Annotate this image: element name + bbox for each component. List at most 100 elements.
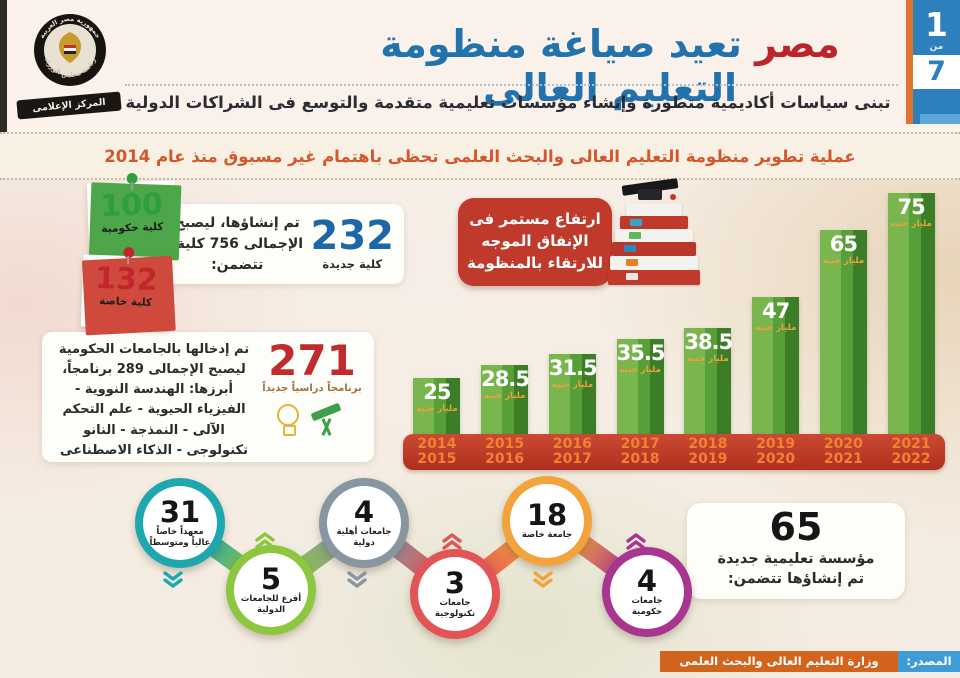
chevron-down-icon [346, 571, 368, 592]
page-total: 7 [913, 55, 960, 89]
source-label: المصدر: [898, 651, 960, 672]
bar-unit-label: مليار جنيه [416, 404, 458, 415]
title-rest: تعيد صياغة منظومة التعليم العالى [380, 22, 743, 110]
circle-public-universities: 4 جامعات حكومية [602, 547, 692, 637]
lightbulb-icon [275, 404, 299, 438]
page-of-word: من [929, 42, 944, 52]
bar-2016-2017: 31.5 مليار جنيه [548, 354, 598, 434]
bar-value: 28.5 [481, 367, 530, 391]
note-number: 132 [94, 260, 159, 299]
bar-2020-2021: 65 مليار جنيه [819, 230, 867, 434]
new-colleges-number-label: كلية جديدة [322, 257, 383, 271]
summary-number: 65 [769, 505, 823, 549]
circle-international-branches: 5 أفرع للجامعات الدولية [226, 545, 316, 635]
state-emblem-icon: جمهورية مصر العربية رئاسة مجلس الوزراء [34, 14, 106, 86]
circle-number: 4 [636, 564, 658, 599]
circle-label: جامعة خاصة [521, 530, 573, 541]
circle-label: معهداً خاصاً عالياً ومتوسطاً [149, 527, 211, 548]
circle-number: 31 [159, 495, 201, 530]
circle-label: جامعات حكومية [631, 596, 663, 617]
chevron-down-icon [162, 571, 184, 592]
bar-2019-2020: 47 مليار جنيه [752, 297, 800, 434]
year-label: 2021 2022 [891, 436, 931, 467]
spending-bar-chart: 25 مليار جنيه 28.5 مليار جنيه 31.5 مليار جن… [403, 188, 945, 470]
bar-2021-2022: 75 مليار جنيه [887, 193, 935, 434]
new-programs-number: 271 [268, 336, 356, 385]
circle-label: جامعات تكنولوجية [434, 598, 476, 619]
year-label: 2014 2015 [417, 436, 457, 467]
circle-ahleya-universities: 4 جامعات أهلية دولية [319, 478, 409, 568]
headline-banner-text: عملية تطوير منظومة التعليم العالى والبحث… [104, 146, 856, 166]
logo-ribbon: المركز الإعلامى [16, 91, 122, 120]
year-label: 2016 2017 [552, 436, 592, 467]
page-current: 1 [925, 5, 948, 44]
subtitle: تبنى سياسات أكاديمية متطورة وإنشاء مؤسسا… [125, 93, 891, 112]
bar-2017-2018: 35.5 مليار جنيه [616, 339, 666, 434]
note-private-colleges: 132 كلية خاصة [80, 246, 176, 336]
bar-value: 35.5 [616, 341, 666, 365]
bar-2014-2015: 25 مليار جنيه [413, 378, 461, 434]
chart-year-axis: 2014 2015 2015 2016 2016 2017 2017 2018 2018… [403, 434, 945, 470]
circle-private-universities: 18 جامعة خاصة [502, 476, 592, 566]
title-word-egypt: مصر [755, 22, 841, 66]
new-colleges-box: 232 كلية جديدة تم إنشاؤها، ليصبح الإجمال… [160, 204, 404, 284]
spending-callout: ارتفاع مستمر فى الإنفاق الموجه للارتقاء … [458, 198, 612, 286]
bar-value: 47 [762, 299, 790, 323]
chart-bars: 25 مليار جنيه 28.5 مليار جنيه 31.5 مليار جن… [403, 188, 945, 434]
chevron-up-icon [625, 529, 647, 550]
bar-unit-label: مليار جنيه [687, 354, 729, 365]
bar-value: 25 [423, 380, 451, 404]
summary-line1: مؤسسة تعليمية جديدة [717, 550, 875, 567]
year-label: 2015 2016 [485, 436, 525, 467]
circle-label: جامعات أهلية دولية [336, 527, 392, 548]
year-label: 2017 2018 [620, 436, 660, 467]
bar-2015-2016: 28.5 مليار جنيه [481, 365, 530, 434]
bar-value: 65 [829, 232, 858, 256]
bar-value: 38.5 [684, 330, 733, 354]
title-divider [125, 84, 898, 86]
bar-value: 31.5 [548, 356, 598, 380]
circle-label: أفرع للجامعات الدولية [240, 594, 302, 615]
header-left-edge [0, 0, 7, 132]
bar-unit-label: مليار جنيه [619, 365, 661, 376]
page-indicator: 1 من 7 [906, 0, 960, 124]
new-programs-number-label: برنامجاً دراسياً جديداً [262, 383, 362, 394]
chevron-up-icon [254, 528, 276, 549]
page-indicator-footer [920, 114, 960, 124]
new-programs-number-block: 271 برنامجاً دراسياً جديداً [260, 340, 364, 454]
year-label: 2018 2019 [688, 436, 728, 467]
bar-value: 75 [897, 195, 926, 219]
program-icons [260, 402, 364, 438]
pushpin-icon [126, 172, 138, 185]
chevron-up-icon [441, 529, 463, 550]
source-value: وزارة التعليم العالى والبحث العلمى [660, 651, 898, 672]
new-colleges-number-block: 232 كلية جديدة [310, 213, 395, 271]
circle-number: 4 [353, 495, 375, 530]
page-indicator-stripe [906, 0, 913, 124]
pushpin-icon [123, 246, 135, 259]
summary-line2: تم إنشاؤها تتضمن: [727, 571, 865, 588]
year-label: 2020 2021 [823, 436, 863, 467]
new-institutions-summary-box: 65 مؤسسة تعليمية جديدة تم إنشاؤها تتضمن: [687, 503, 905, 599]
bar-unit-label: مليار جنيه [890, 219, 932, 230]
bar-unit-label: مليار جنيه [822, 256, 865, 267]
new-colleges-number: 232 [310, 213, 395, 259]
cabinet-media-center-logo: جمهورية مصر العربية رئاسة مجلس الوزراء ا… [14, 6, 126, 130]
note-number: 100 [99, 186, 164, 225]
header: جمهورية مصر العربية رئاسة مجلس الوزراء ا… [0, 0, 960, 132]
new-programs-box: 271 برنامجاً دراسياً جديداً تم إدخالها ب… [42, 332, 374, 462]
page-indicator-panel: 1 من 7 [913, 0, 960, 124]
note-public-colleges: 100 كلية حكومية [86, 172, 182, 261]
telescope-icon [307, 402, 349, 438]
headline-banner: عملية تطوير منظومة التعليم العالى والبحث… [0, 132, 960, 180]
bar-unit-label: مليار جنيه [754, 323, 797, 334]
circle-technological-universities: 3 جامعات تكنولوجية [410, 549, 500, 639]
circle-number: 5 [260, 562, 282, 597]
circle-number: 3 [444, 566, 466, 601]
chevron-down-icon [532, 571, 554, 592]
page-title: مصر تعيد صياغة منظومة التعليم العالى [320, 22, 900, 110]
books-graduation-icon [606, 178, 702, 290]
new-colleges-text: تم إنشاؤها، ليصبح الإجمالى 756 كلية، تتض… [171, 214, 304, 273]
circle-number: 18 [526, 498, 568, 533]
